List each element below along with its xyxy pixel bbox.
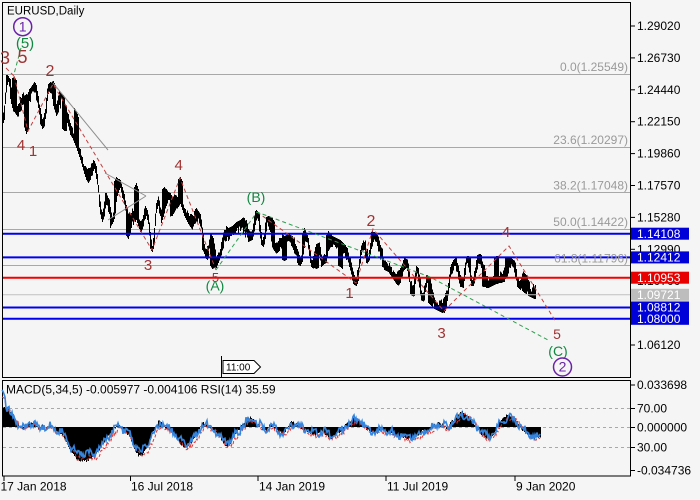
svg-text:1.17570: 1.17570 bbox=[637, 179, 681, 193]
svg-text:1.24440: 1.24440 bbox=[637, 83, 681, 97]
svg-text:11 Jul 2019: 11 Jul 2019 bbox=[387, 480, 448, 494]
svg-text:1.26730: 1.26730 bbox=[637, 51, 681, 65]
svg-text:4: 4 bbox=[17, 137, 25, 154]
svg-text:70.00: 70.00 bbox=[637, 402, 667, 416]
svg-text:11:00: 11:00 bbox=[226, 363, 251, 374]
svg-text:3: 3 bbox=[437, 325, 445, 342]
svg-text:(5): (5) bbox=[16, 35, 34, 52]
svg-text:1.22150: 1.22150 bbox=[637, 115, 681, 129]
svg-text:1.19860: 1.19860 bbox=[637, 147, 681, 161]
svg-text:MACD(5,34,5) -0.005977 -0.0041: MACD(5,34,5) -0.005977 -0.004106 RSI(14)… bbox=[6, 383, 276, 397]
svg-text:2: 2 bbox=[559, 359, 567, 375]
svg-text:1: 1 bbox=[29, 143, 37, 160]
svg-text:3: 3 bbox=[144, 257, 152, 274]
svg-text:0.000000: 0.000000 bbox=[637, 421, 687, 435]
svg-text:2: 2 bbox=[46, 63, 55, 80]
svg-text:(B): (B) bbox=[247, 189, 266, 205]
svg-text:1.15280: 1.15280 bbox=[637, 210, 681, 224]
svg-text:1: 1 bbox=[345, 285, 353, 302]
svg-text:1.14108: 1.14108 bbox=[637, 227, 681, 241]
svg-text:5: 5 bbox=[212, 270, 219, 285]
svg-text:1.09721: 1.09721 bbox=[637, 288, 681, 302]
svg-text:9 Jan 2020: 9 Jan 2020 bbox=[516, 480, 576, 494]
svg-text:-0.034736: -0.034736 bbox=[637, 464, 691, 478]
svg-text:EURUSD,Daily: EURUSD,Daily bbox=[7, 6, 85, 18]
svg-text:(C): (C) bbox=[548, 343, 567, 359]
svg-text:1.29020: 1.29020 bbox=[637, 19, 681, 33]
svg-text:30.00: 30.00 bbox=[637, 441, 667, 455]
svg-text:1: 1 bbox=[19, 19, 27, 35]
svg-text:0.0(1.25549): 0.0(1.25549) bbox=[560, 60, 628, 74]
svg-text:2: 2 bbox=[367, 213, 376, 230]
svg-text:1.06120: 1.06120 bbox=[637, 338, 681, 352]
svg-text:61.8(1.11796): 61.8(1.11796) bbox=[554, 251, 628, 265]
svg-text:0.033698: 0.033698 bbox=[637, 378, 687, 392]
svg-text:(A): (A) bbox=[206, 278, 225, 294]
svg-text:1.08000: 1.08000 bbox=[637, 312, 681, 326]
svg-text:5: 5 bbox=[17, 47, 27, 67]
svg-text:4: 4 bbox=[175, 157, 183, 174]
svg-text:1.10953: 1.10953 bbox=[637, 271, 681, 285]
svg-text:3: 3 bbox=[0, 48, 10, 68]
svg-text:1.08812: 1.08812 bbox=[637, 301, 681, 315]
svg-text:38.2(1.17048): 38.2(1.17048) bbox=[553, 178, 628, 192]
svg-text:23.6(1.20297): 23.6(1.20297) bbox=[553, 133, 628, 147]
svg-text:4: 4 bbox=[502, 224, 510, 241]
svg-text:16 Jul 2018: 16 Jul 2018 bbox=[131, 480, 193, 494]
svg-text:50.0(1.14422): 50.0(1.14422) bbox=[553, 215, 628, 229]
svg-text:1.12412: 1.12412 bbox=[637, 251, 681, 265]
svg-text:17 Jan 2018: 17 Jan 2018 bbox=[1, 480, 67, 494]
svg-text:14 Jan 2019: 14 Jan 2019 bbox=[259, 480, 325, 494]
svg-text:5: 5 bbox=[553, 326, 561, 342]
